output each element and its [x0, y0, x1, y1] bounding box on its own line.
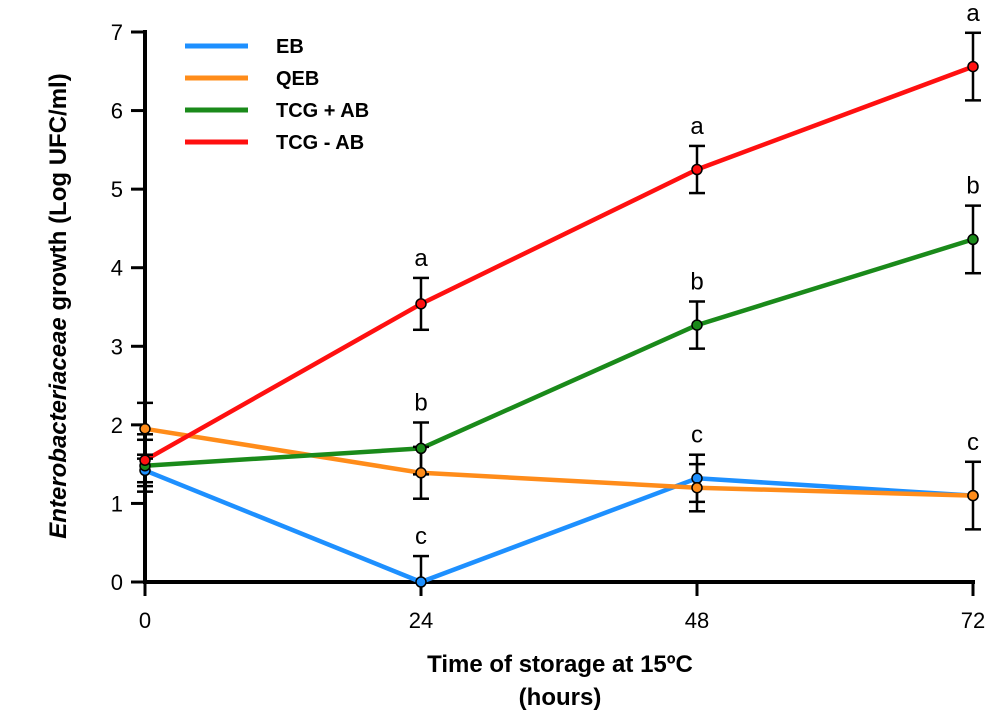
significance-label: a — [414, 245, 428, 272]
legend-label: TCG + AB — [276, 100, 369, 122]
x-axis-title-units: (hours) — [519, 684, 602, 711]
significance-label: a — [966, 0, 980, 27]
data-point — [691, 481, 703, 494]
y-tick-label: 7 — [111, 20, 123, 45]
data-point — [691, 472, 703, 485]
significance-label: c — [691, 422, 703, 449]
legend-label: QEB — [276, 68, 319, 90]
significance-label: c — [415, 523, 427, 550]
legend-label: EB — [276, 36, 304, 58]
y-axis-title-italic: Enterobacteriaceae — [45, 317, 72, 538]
data-point — [967, 489, 979, 502]
data-point — [967, 233, 979, 246]
data-point — [415, 298, 427, 310]
y-tick-label: 1 — [111, 491, 123, 516]
data-point — [415, 442, 427, 455]
significance-label: c — [967, 429, 979, 456]
y-axis-title-rest: growth (Log UFC/ml) — [45, 73, 72, 317]
y-tick-label: 2 — [111, 413, 123, 438]
y-tick-label: 4 — [111, 256, 123, 281]
y-axis-title: Enterobacteriaceae growth (Log UFC/ml) — [45, 73, 72, 538]
x-tick-label: 72 — [961, 608, 985, 633]
y-tick-label: 0 — [111, 570, 123, 595]
data-point — [139, 423, 151, 435]
series-layer: c c c b b b a a a — [137, 0, 981, 588]
data-point — [691, 319, 703, 331]
legend: EB QEB TCG + AB TCG - AB — [185, 36, 369, 154]
y-tick-label: 5 — [111, 177, 123, 202]
data-point — [139, 454, 151, 466]
x-tick-label: 0 — [139, 608, 151, 633]
axes: 0 1 2 3 4 5 6 7 0 24 48 72 — [111, 20, 985, 633]
legend-label: TCG - AB — [276, 132, 364, 154]
series-line — [143, 64, 974, 463]
series-line — [144, 426, 974, 498]
x-axis-title: Time of storage at 15ºC — [427, 651, 693, 678]
y-tick-label: 3 — [111, 334, 123, 359]
significance-label: b — [690, 269, 703, 296]
data-point — [967, 60, 979, 73]
significance-label: b — [414, 390, 427, 417]
y-tick-label: 6 — [111, 99, 123, 124]
series-line — [144, 468, 974, 585]
series-line — [144, 237, 974, 468]
significance-label: b — [966, 173, 979, 200]
data-point — [415, 576, 427, 588]
data-point — [691, 163, 703, 176]
x-tick-label: 24 — [409, 608, 433, 633]
x-tick-label: 48 — [685, 608, 709, 633]
significance-label: a — [690, 113, 704, 140]
data-point — [415, 467, 427, 479]
